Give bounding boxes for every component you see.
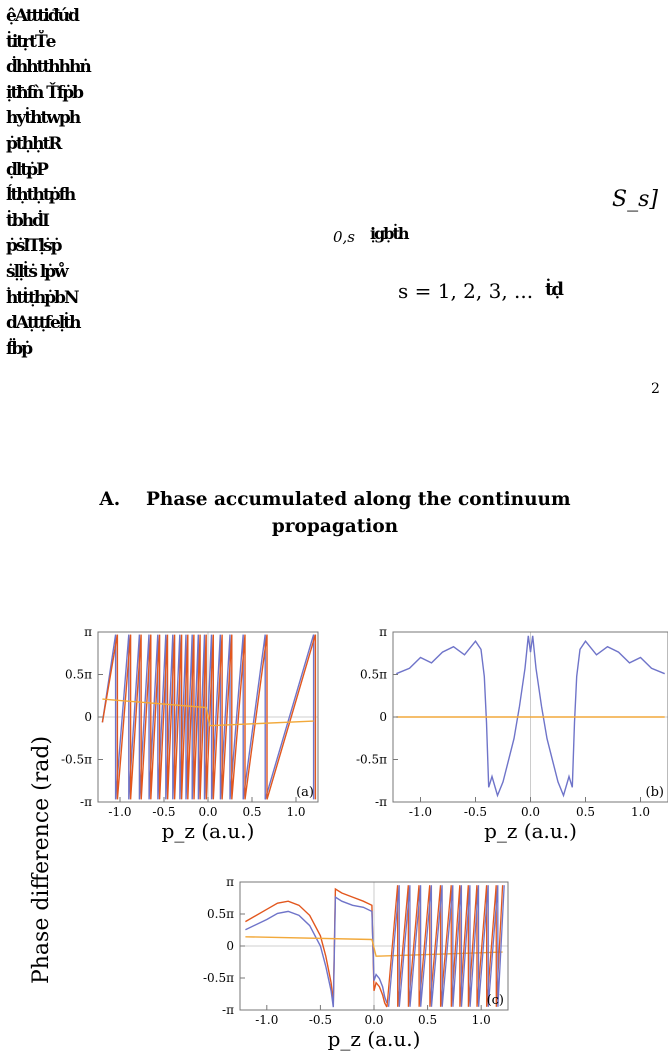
y-tick-label: -0.5π: [61, 752, 92, 766]
y-tick-label: -0.5π: [356, 752, 387, 766]
y-tick-label: π: [84, 625, 92, 639]
garbled-line: ṡḷḷṫṡ lṗẘ: [6, 261, 69, 282]
y-tick-label: -π: [80, 795, 92, 809]
y-tick-label: -π: [375, 795, 387, 809]
phase-difference-figure: Phase difference (rad) π0.5π0-0.5π-π-1.0…: [29, 625, 668, 1051]
sawtooth-blue: [387, 885, 505, 1007]
garbled-line: ệAtttiđứd: [6, 6, 80, 26]
panel-b: π 0.5π 0 -0.5π -π -1.0 -0.5 0.0 0.5 1.0 (b) p_z (a.…: [356, 625, 668, 843]
panel-label: (c): [487, 993, 504, 1008]
x-tick-label: 0.0: [198, 805, 217, 819]
garbled-text-column: ệAtttiđứd ṫitṛtT̊e ḋhhtthhhṅ ịtħfǹ Ťfṗb hyṫh…: [6, 4, 136, 362]
plot-area: [101, 634, 317, 800]
garbled-line: ḣtṫṭhṗbN: [6, 287, 80, 308]
x-axis-title: p_z (a.u.): [328, 1027, 421, 1051]
garbled-line: dAṭtṭfeḷṫh: [6, 313, 81, 334]
garbled-line: ḍltṗP: [6, 159, 49, 180]
section-heading: A. Phase accumulated along the continuum…: [40, 486, 630, 540]
x-tick-label: 0.5: [418, 1013, 437, 1027]
series-blue: [396, 635, 665, 798]
superscript-two: 2: [651, 381, 660, 397]
section-label: A.: [99, 489, 121, 510]
y-tick-label: 0.5π: [360, 668, 387, 682]
garbled-line: ḟḃṗ: [6, 338, 33, 359]
series-red: [245, 887, 388, 1008]
subscript-garble: ịgḅṫh: [370, 224, 410, 243]
garbled-line: ĺtḥtḥtṗfh: [6, 185, 76, 206]
series-red: [101, 634, 317, 800]
x-axis-title: p_z (a.u.): [484, 819, 577, 843]
section-title-line2: propagation: [271, 516, 399, 537]
s-list-fragment: s = 1, 2, 3, ...: [398, 279, 534, 303]
x-tick-label: -0.5: [309, 1013, 332, 1027]
garbled-line: ṫitṛtT̊e: [6, 31, 56, 52]
garbled-line: ḋhhtthhhṅ: [6, 57, 92, 78]
panel-a: π 0.5π 0 -0.5π -π -1.0 -0.5 0.0 0.5 1.0 (a) p_z (a.…: [61, 625, 319, 843]
x-tick-label: -1.0: [108, 805, 131, 819]
garbled-line: ṗtḥḥtR: [6, 133, 62, 154]
series-orange: [245, 936, 503, 957]
x-tick-label: 0.5: [242, 805, 261, 819]
bracket-fragment: S_s]: [612, 187, 658, 212]
plot-area: [396, 635, 665, 798]
x-tick-label: -1.0: [255, 1013, 278, 1027]
garbled-line: ịtħfǹ Ťfṗb: [6, 82, 84, 103]
y-tick-label: 0: [379, 710, 387, 724]
y-tick-label: π: [379, 625, 387, 639]
panel-label: (a): [296, 785, 314, 800]
panel-label: (b): [646, 785, 664, 800]
x-tick-label: 1.0: [631, 805, 650, 819]
x-tick-label: 0.5: [576, 805, 595, 819]
y-tick-label: -0.5π: [203, 971, 234, 985]
series-blue: [101, 634, 315, 800]
y-tick-label: 0: [84, 710, 92, 724]
x-tick-label: 0.0: [364, 1013, 383, 1027]
y-tick-label: 0.5π: [207, 907, 234, 921]
x-tick-label: -0.5: [152, 805, 175, 819]
subscript-fragment: 0,s: [333, 228, 356, 246]
y-tick-label: -π: [222, 1003, 234, 1017]
x-axis-title: p_z (a.u.): [162, 819, 255, 843]
series-blue: [245, 895, 388, 1008]
x-tick-label: 1.0: [472, 1013, 491, 1027]
garbled-line: ṗṡlTḷṡṗ: [6, 236, 62, 257]
garbled-line: hyṫhtwph: [6, 108, 81, 129]
x-tick-label: 1.0: [286, 805, 305, 819]
series-orange: [102, 698, 314, 727]
y-tick-label: π: [226, 875, 234, 889]
x-tick-label: -0.5: [464, 805, 487, 819]
s-list-tail: ṫḍ: [545, 279, 564, 300]
garbled-line: ṫbhḋI: [6, 210, 50, 231]
panel-c: π 0.5π 0 -0.5π -π -1.0 -0.5 0.0 0.5 1.0 (c) p_z (a.…: [203, 875, 509, 1051]
x-tick-label: 0.0: [521, 805, 540, 819]
y-axis-title: Phase difference (rad): [29, 736, 54, 984]
section-title-line1: Phase accumulated along the continuum: [145, 489, 571, 510]
plot-area: [245, 885, 505, 1008]
x-tick-label: -1.0: [409, 805, 432, 819]
y-tick-label: 0: [226, 939, 234, 953]
y-tick-label: 0.5π: [65, 668, 92, 682]
